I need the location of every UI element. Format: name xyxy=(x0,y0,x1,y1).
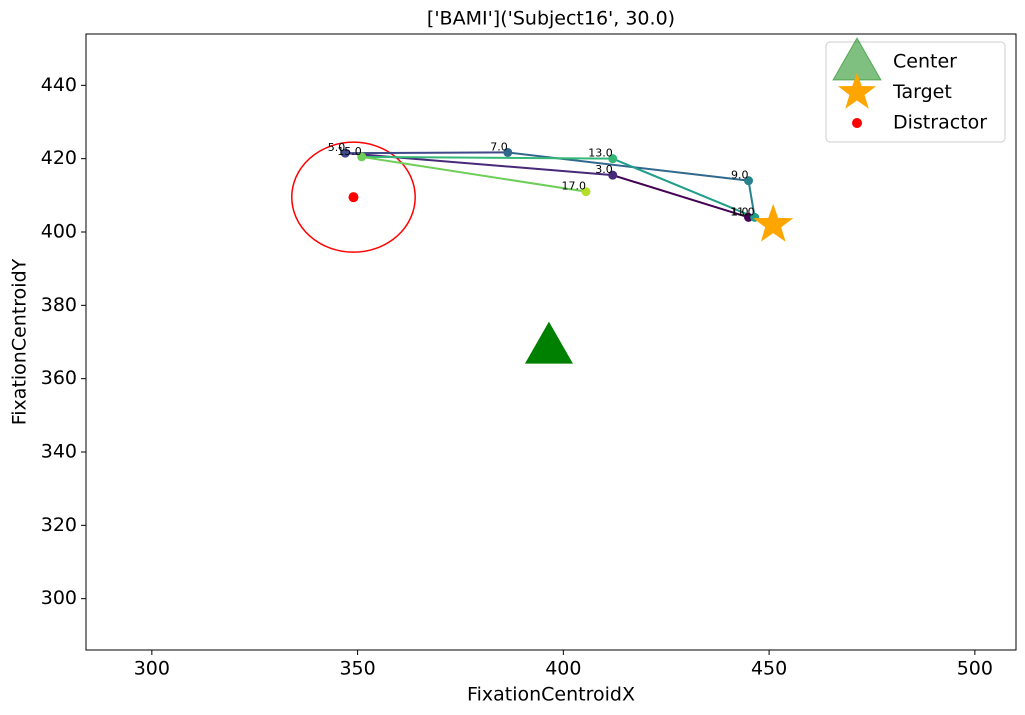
fixation-label: 17.0 xyxy=(561,180,586,193)
fixation-point xyxy=(340,148,350,158)
fixation-segment xyxy=(361,155,587,193)
y-tick-label: 420 xyxy=(41,147,77,169)
y-tick-label: 400 xyxy=(41,221,77,243)
y-tick-label: 320 xyxy=(41,514,77,536)
fixation-segment xyxy=(507,151,749,182)
fixation-label: 15.0 xyxy=(337,145,362,158)
fixation-point xyxy=(357,152,367,162)
y-tick-label: 380 xyxy=(41,294,77,316)
fixation-label: 5.0 xyxy=(328,141,346,154)
fixation-label: 3.0 xyxy=(595,163,613,176)
legend-label: Distractor xyxy=(893,112,987,134)
fixation-segment xyxy=(747,180,756,218)
fixation-point xyxy=(744,212,754,222)
y-tick-label: 360 xyxy=(41,367,77,389)
x-tick-label: 350 xyxy=(339,658,375,680)
chart-title: ['BAMI']('Subject16', 30.0) xyxy=(427,8,675,30)
center-marker xyxy=(524,321,573,364)
y-tick-label: 300 xyxy=(41,587,77,609)
target-marker xyxy=(753,203,794,242)
legend-marker xyxy=(852,118,862,128)
x-tick-label: 300 xyxy=(134,658,170,680)
distractor-point xyxy=(348,192,359,203)
legend-marker xyxy=(838,72,876,109)
fixation-segment xyxy=(361,155,613,160)
y-axis-label: FixationCentroidY xyxy=(9,258,31,425)
fixation-label: 11.0 xyxy=(730,205,755,218)
fixation-label: 1.0 xyxy=(731,205,749,218)
fixation-point xyxy=(608,154,618,164)
x-axis-label: FixationCentroidX xyxy=(467,684,635,706)
fixation-label: 13.0 xyxy=(588,147,613,160)
fixation-point xyxy=(503,147,513,157)
x-tick-label: 450 xyxy=(751,658,787,680)
fixation-label: 7.0 xyxy=(490,140,508,153)
distractor-radius xyxy=(291,141,416,253)
fixation-segment xyxy=(612,174,749,219)
legend: Center Target Distractor xyxy=(825,36,1006,143)
x-tick-label: 400 xyxy=(545,658,581,680)
fixation-segment xyxy=(612,157,756,219)
fixation-point xyxy=(744,176,754,186)
y-tick-label: 440 xyxy=(41,74,77,96)
x-tick-label: 500 xyxy=(957,658,993,680)
fixation-point xyxy=(608,170,618,180)
fixation-segment xyxy=(345,151,508,155)
fixation-label: 9.0 xyxy=(731,169,749,182)
plot-frame xyxy=(85,33,1017,651)
legend-label: Center xyxy=(893,51,957,73)
legend-label: Target xyxy=(892,81,952,103)
y-tick-label: 340 xyxy=(41,441,77,463)
fixation-point xyxy=(581,187,591,197)
